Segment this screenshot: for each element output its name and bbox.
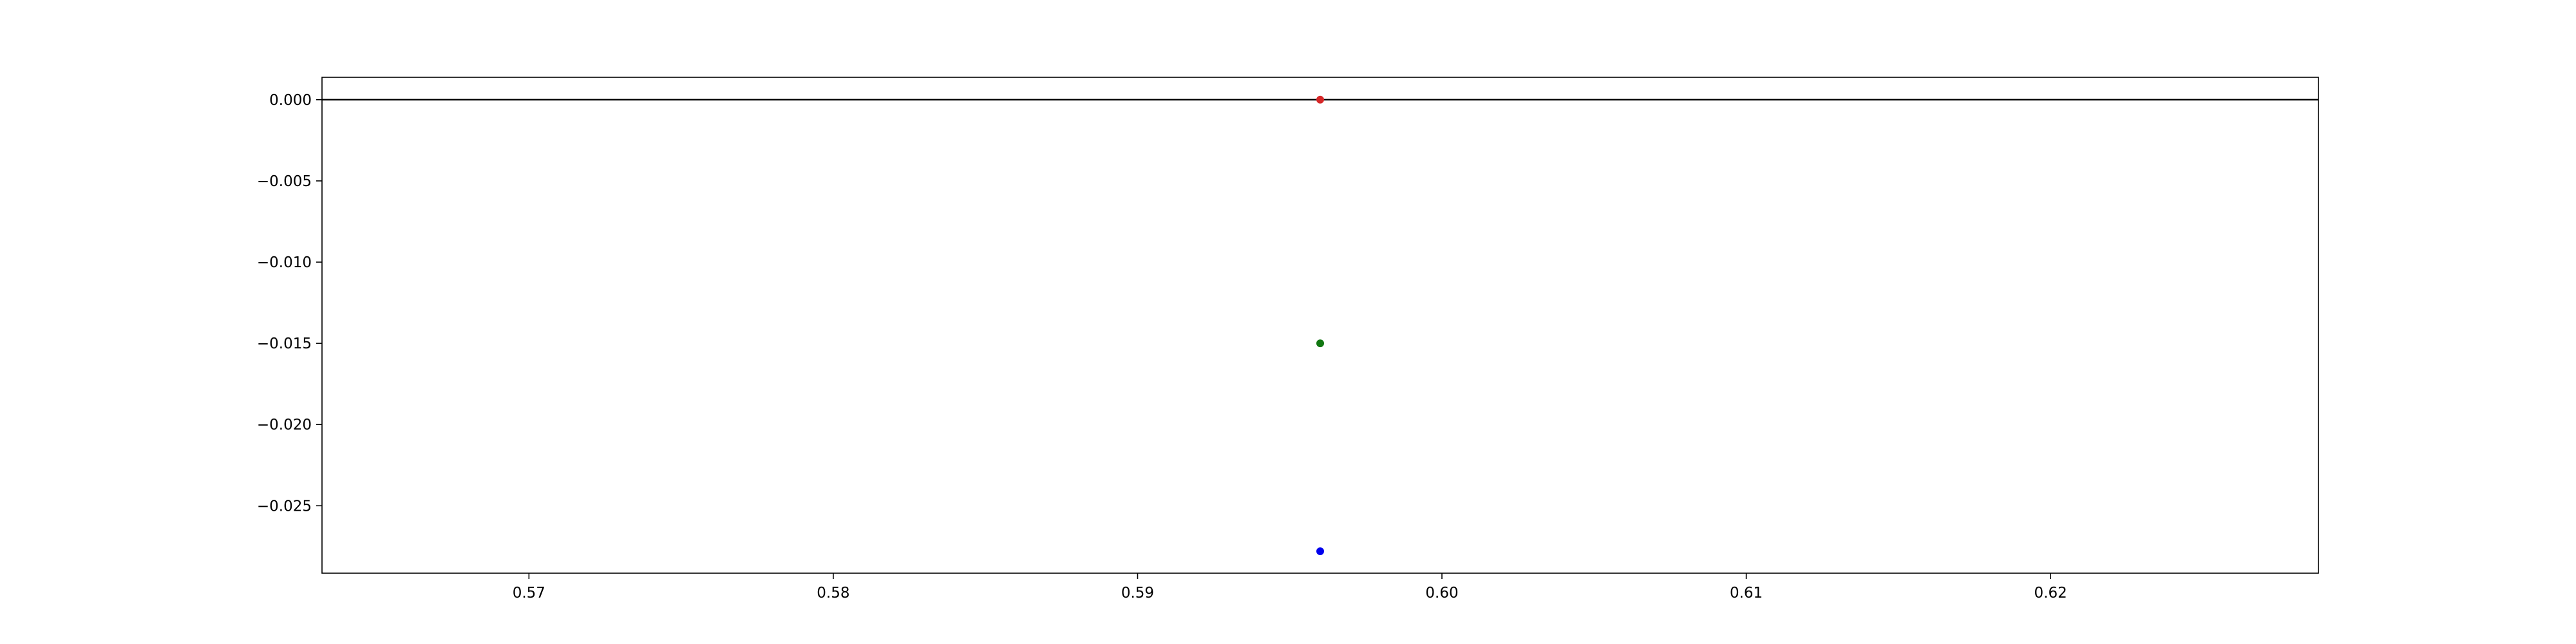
y-tick-label: −0.010: [257, 254, 312, 271]
y-tick-label: −0.005: [257, 173, 312, 190]
x-tick-label: 0.62: [2034, 585, 2067, 601]
x-axis-ticks: 0.57 0.58 0.59 0.60 0.61 0.62: [513, 573, 2067, 601]
x-tick-label: 0.57: [513, 585, 545, 601]
y-tick-label: 0.000: [269, 92, 312, 109]
x-tick-label: 0.61: [1730, 585, 1763, 601]
plot-area-frame: [321, 77, 2319, 574]
data-points: [1316, 95, 1324, 555]
y-tick-label: −0.020: [257, 417, 312, 433]
red-point: [1316, 95, 1324, 104]
x-tick-label: 0.58: [817, 585, 849, 601]
y-axis-ticks: 0.000 −0.005 −0.010 −0.015 −0.020 −0.025: [257, 92, 322, 515]
green-point: [1316, 339, 1324, 348]
blue-point: [1316, 547, 1324, 555]
y-tick-label: −0.025: [257, 498, 312, 515]
x-tick-label: 0.60: [1425, 585, 1458, 601]
x-tick-label: 0.59: [1121, 585, 1154, 601]
y-tick-label: −0.015: [257, 336, 312, 352]
